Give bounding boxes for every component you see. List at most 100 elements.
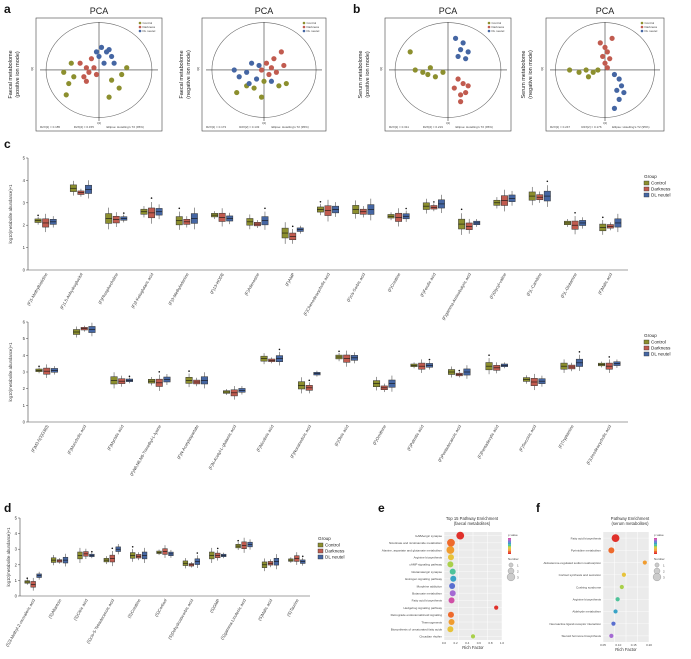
pca-point [407, 49, 413, 55]
x-category-label: (S)GMP [209, 598, 221, 614]
pvalue-gradient-step [654, 538, 657, 540]
pca-side-line: (negative ion mode) [528, 50, 534, 99]
x-category-label: (F)Creatine [387, 271, 402, 292]
pathway-label: Fatty acid biosynthesis [571, 536, 602, 540]
panel-label-f: f [536, 501, 541, 515]
enrichment-dot [619, 584, 624, 590]
pca-point [455, 76, 461, 82]
x-tick-label: 0.8 [488, 641, 493, 645]
pca-legend-dot [640, 25, 644, 29]
pca-side-line: Serum metabolome [358, 51, 364, 99]
pca-point [251, 85, 257, 91]
pca-point [63, 92, 69, 98]
pca-side-line: (positive ion mode) [365, 51, 371, 98]
x-category-label: (F)Succinic acid [518, 423, 538, 452]
pca-point [420, 69, 426, 75]
pca-legend-label: Control [307, 21, 317, 25]
pvalue-gradient-step [508, 542, 511, 545]
box-outlier [338, 350, 340, 353]
pca-footer-r2x1: R2X[1] = 0.311 [389, 125, 409, 129]
legend-title: Group [318, 536, 331, 541]
x-category-label: (F)Chenodeoxycholic acid [302, 271, 331, 316]
pca-point [616, 96, 622, 102]
pca-footer-r2x1: R2X[1] = 0.185 [40, 125, 60, 129]
x-category-label: (F)gamma-Aminobutyric acid [441, 271, 473, 321]
enrichment-dot [447, 626, 454, 633]
enrichment-dot [449, 590, 456, 597]
x-category-label: (F)13-HODE [209, 272, 225, 295]
x-tick-label: 1.0 [500, 641, 505, 645]
pca-side-line: Serum metabolome [521, 51, 527, 99]
pca-point [283, 80, 289, 87]
x-category-label: (F)Oleic acid [333, 423, 350, 447]
pca-point [106, 94, 112, 100]
pca-point [432, 74, 438, 80]
legend-swatch [643, 345, 650, 351]
pathway-label: Alanine, aspartate and glutamate metabol… [382, 548, 443, 552]
pca-legend-label: Control [645, 21, 655, 25]
x-category-label: (F)Phosphocholine [97, 271, 119, 305]
pca-point [246, 80, 252, 87]
legend-label: Control [651, 340, 666, 345]
legend-label: Darkness [325, 549, 345, 554]
pca-point [83, 65, 89, 71]
enrichment-dot [611, 621, 616, 626]
pathway-label: Aldehyde metabolism [572, 610, 601, 614]
enrichment-panels: Top 15 Pathway Enrichment(faecal metabol… [382, 516, 665, 652]
pca-point [61, 69, 67, 75]
pca-title: PCA [90, 6, 109, 16]
pca-point [81, 74, 87, 80]
box-outlier [264, 207, 266, 210]
pca-point [614, 87, 620, 93]
legend-label: Control [651, 181, 666, 186]
pca-point [256, 62, 262, 69]
pca-point [458, 92, 464, 98]
pathway-label: cAMP signaling pathway [409, 563, 442, 567]
x-category-label: (F)Pentadecanoic acid [437, 423, 463, 462]
box-outlier [196, 552, 199, 554]
box-outlier [574, 211, 576, 214]
pca-point [440, 69, 446, 75]
pca-point [611, 71, 618, 78]
pca-point [451, 85, 457, 91]
legend-number-title: Number [508, 557, 519, 561]
x-tick-label: 0.05 [600, 643, 606, 647]
pca-point [583, 67, 589, 73]
pca-legend-label: DL neutel [143, 29, 156, 33]
pca-point [595, 67, 601, 73]
box-outlier [111, 547, 114, 550]
enrichment-dot [613, 609, 618, 614]
box-outlier [319, 200, 322, 203]
legend-pvalue-title: p value [508, 533, 518, 537]
number-size-dot [506, 572, 516, 582]
pathway-label: Pyrimidine metabolism [571, 549, 602, 553]
pca-legend-label: Control [492, 21, 502, 25]
x-tick-label: 0.20 [646, 643, 652, 647]
pca-point [455, 53, 461, 60]
pathway-label: Aldosterone-regulated sodium reabsorptio… [543, 561, 601, 565]
x-category-label: (F)cis-Sorbic acid [346, 271, 367, 302]
number-size-label: 3 [663, 576, 665, 580]
x-category-label: (F)Malic acid [597, 271, 614, 295]
enrichment-dot [621, 572, 627, 577]
pca-point [231, 67, 237, 73]
pca-point [91, 65, 97, 71]
y-tick-label: 5 [15, 516, 18, 521]
pca-point [585, 74, 592, 80]
x-tick-label: 0.0 [442, 641, 447, 645]
pca-point [590, 69, 596, 75]
pca-point [463, 89, 469, 96]
pvalue-gradient-step [654, 549, 657, 551]
pca-point [465, 49, 471, 55]
x-category-label: (S)Cortisol [154, 598, 168, 618]
box-outlier [278, 348, 281, 351]
box-outlier [460, 208, 463, 211]
box-outlier [405, 207, 407, 210]
pca-axis-t1: t[1] [262, 121, 266, 125]
pvalue-gradient-step [654, 539, 657, 542]
enrichment-dot [447, 561, 454, 568]
legend-swatch [643, 186, 650, 192]
box-outlier [178, 207, 181, 210]
box-outlier [433, 201, 435, 203]
